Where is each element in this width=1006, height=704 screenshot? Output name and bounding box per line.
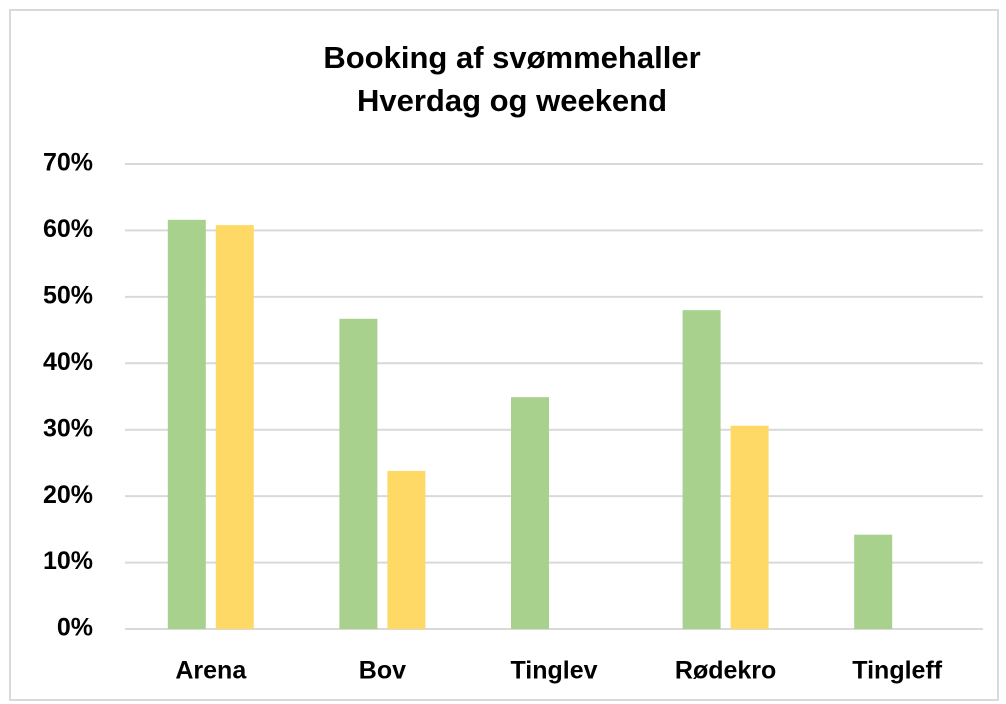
x-tick-label: Rødekro [675,657,776,685]
bar [511,397,549,629]
y-tick-label: 40% [43,348,93,376]
y-tick-label: 0% [57,614,93,642]
bar [387,470,426,629]
bar [215,225,254,629]
y-tick-label: 20% [43,481,93,509]
x-tick-label: Bov [359,657,406,685]
x-tick-label: Tingleff [852,657,942,685]
bar [854,534,893,629]
bar [339,318,378,629]
x-tick-label: Tinglev [510,657,597,685]
y-tick-label: 60% [43,215,93,243]
y-tick-label: 10% [43,547,93,575]
bar [730,425,769,629]
y-tick-label: 50% [43,281,93,309]
bar [682,310,721,629]
y-tick-label: 70% [43,149,93,177]
y-tick-label: 30% [43,414,93,442]
chart-title: Booking af svømmehaller [323,40,700,75]
x-tick-label: Arena [175,657,247,685]
bar [167,219,206,630]
chart-subtitle: Hverdag og weekend [357,83,667,118]
